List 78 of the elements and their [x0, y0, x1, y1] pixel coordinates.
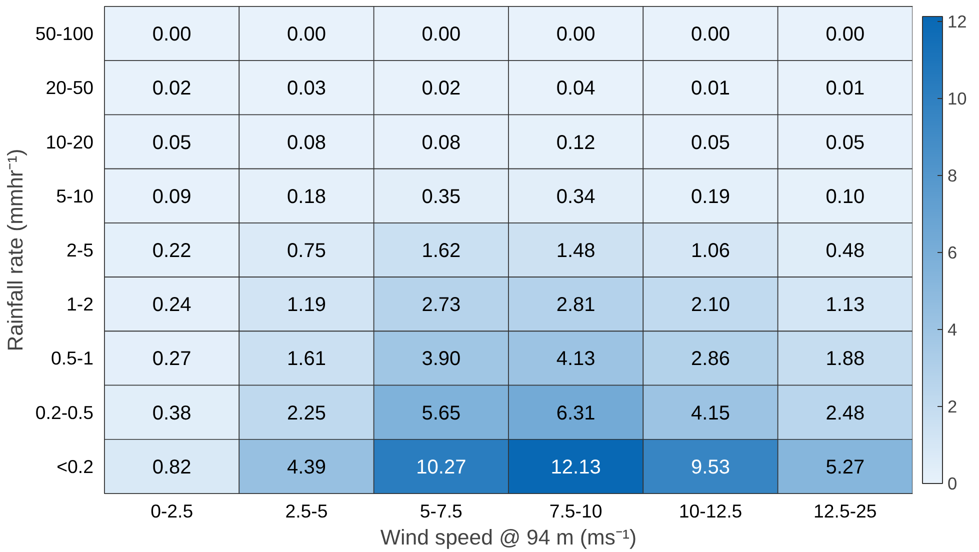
data-label: 0.05: [826, 132, 865, 154]
data-label: 0.82: [152, 456, 192, 478]
data-label: 0.00: [152, 24, 192, 46]
color-bar-label: 6: [948, 242, 958, 262]
data-label: 0.24: [152, 294, 192, 316]
data-label: 0.12: [556, 132, 596, 154]
x-tick-label: 5-7.5: [420, 500, 462, 522]
data-label: 3.90: [422, 348, 461, 370]
data-label: 2.48: [826, 402, 865, 424]
data-label: 0.22: [152, 240, 192, 262]
data-label: 0.00: [826, 24, 865, 46]
data-label: 12.13: [550, 456, 601, 478]
y-tick-label: 10-20: [46, 131, 94, 152]
data-label: 1.13: [826, 294, 865, 316]
data-label: 0.19: [691, 186, 730, 208]
data-label: 0.03: [287, 78, 326, 100]
color-bar-label: 12: [948, 12, 967, 32]
data-label: 0.01: [691, 78, 730, 100]
y-axis-title: Rainfall rate (mmhr⁻¹): [3, 148, 28, 352]
x-axis-title: Wind speed @ 94 m (ms⁻¹): [380, 526, 637, 550]
data-label: 0.10: [826, 186, 865, 208]
x-tick-label: 7.5-10: [549, 500, 602, 522]
data-label: 0.75: [287, 240, 326, 262]
data-label: 2.81: [556, 294, 596, 316]
data-label: 0.00: [287, 24, 326, 46]
data-label: 0.01: [826, 78, 865, 100]
data-label: 2.10: [691, 294, 730, 316]
data-label: 1.62: [422, 240, 461, 262]
data-label: 0.08: [287, 132, 326, 154]
data-label: 0.05: [691, 132, 730, 154]
x-tick-label: 10-12.5: [678, 500, 742, 522]
y-tick-label: 0.5-1: [50, 348, 94, 369]
y-tick-label: <0.2: [56, 456, 94, 477]
data-label: 0.00: [691, 24, 730, 46]
data-label: 0.05: [152, 132, 192, 154]
data-label: 1.19: [287, 294, 326, 316]
data-label: 0.04: [556, 78, 596, 100]
data-label: 0.27: [152, 348, 192, 370]
data-label: 1.61: [287, 348, 326, 370]
y-tick-label: 0.2-0.5: [35, 402, 94, 423]
data-label: 1.06: [691, 240, 730, 262]
data-label: 5.27: [826, 456, 865, 478]
y-tick-label: 20-50: [46, 77, 94, 98]
data-label: 2.86: [691, 348, 730, 370]
data-label: 0.38: [152, 402, 192, 424]
data-label: 9.53: [691, 456, 730, 478]
data-label: 6.31: [556, 402, 596, 424]
data-label: 0.02: [422, 78, 461, 100]
data-label: 5.65: [422, 402, 461, 424]
y-tick-label: 50-100: [35, 23, 94, 44]
data-label: 2.25: [287, 402, 326, 424]
y-tick-label: 2-5: [66, 240, 94, 260]
x-tick-label: 2.5-5: [285, 500, 328, 522]
x-tick-label: 12.5-25: [814, 500, 877, 522]
data-label: 0.00: [556, 24, 596, 46]
data-label: 0.34: [556, 186, 596, 208]
x-tick-label: 0-2.5: [150, 500, 194, 522]
data-label: 0.35: [422, 186, 461, 208]
color-bar-label: 4: [948, 320, 958, 340]
data-label: 0.09: [152, 186, 192, 208]
data-label: 0.00: [422, 24, 461, 46]
data-label: 0.48: [826, 240, 865, 262]
color-bar-label: 10: [948, 88, 967, 109]
data-label: 10.27: [416, 456, 466, 478]
data-label: 2.73: [422, 294, 461, 316]
data-label: 1.48: [556, 240, 596, 262]
y-tick-label: 1-2: [66, 294, 94, 315]
data-label: 4.39: [287, 456, 326, 478]
data-label: 1.88: [826, 348, 865, 370]
data-label: 0.08: [422, 132, 461, 154]
color-bar-label: 8: [948, 166, 958, 186]
data-label: 4.13: [556, 348, 596, 370]
data-label: 4.15: [691, 402, 730, 424]
data-label: 0.02: [152, 78, 192, 100]
y-tick-label: 5-10: [56, 185, 94, 206]
data-label: 0.18: [287, 186, 326, 208]
color-bar-label: 2: [948, 396, 958, 416]
color-bar-label: 0: [948, 474, 958, 494]
